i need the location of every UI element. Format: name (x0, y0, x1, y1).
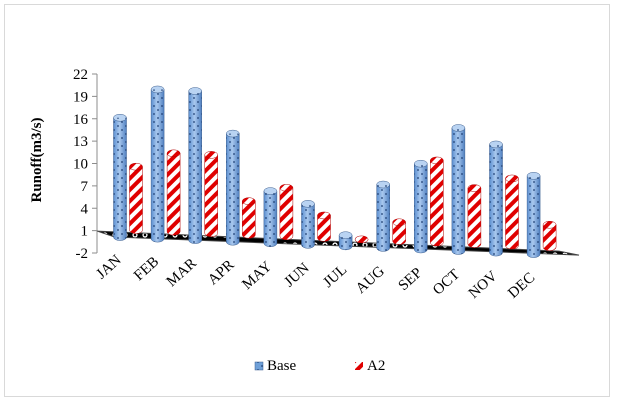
bar-a2-mar (204, 151, 218, 237)
y-tick-label: 4 (81, 201, 89, 217)
legend-label-a2: A2 (367, 358, 385, 374)
bar-base-jan (113, 114, 127, 241)
y-tick-label: 16 (73, 112, 89, 128)
y-tick-label: 7 (81, 179, 89, 195)
bar-a2-nov (505, 174, 519, 250)
legend-item-base: Base (254, 358, 297, 374)
bar-base-feb (150, 85, 165, 243)
bar-a2-feb (166, 149, 181, 236)
y-tick-label: 22 (73, 67, 88, 83)
bar-a2-jun (317, 211, 331, 242)
x-tick-label: AUG (353, 263, 388, 297)
x-tick-label: NOV (466, 268, 501, 302)
bar-a2-may (279, 184, 294, 241)
bar-base-nov (489, 140, 503, 257)
bar-base-may (263, 187, 278, 248)
x-tick-label: JAN (94, 252, 125, 282)
x-tick-label: JUN (282, 260, 313, 290)
x-tick-label: FEB (131, 254, 162, 284)
bar-a2-oct (467, 184, 482, 248)
bar-base-sep (414, 159, 428, 254)
x-tick-label: DEC (505, 270, 538, 302)
y-tick-label: 10 (73, 157, 88, 173)
x-tick-label: MAR (164, 255, 200, 290)
bar-a2-sep (430, 156, 444, 247)
y-tick-label: 19 (73, 89, 88, 105)
bar-base-mar (188, 87, 202, 244)
bar-a2-dec (542, 221, 557, 251)
bar-base-oct (451, 124, 466, 255)
bar-a2-jan (129, 162, 143, 234)
bar-a2-aug (392, 218, 406, 245)
legend-item-a2: A2 (355, 358, 385, 374)
bar-base-dec (526, 172, 541, 258)
legend-label-base: Base (267, 358, 297, 374)
x-tick-label: APR (205, 257, 237, 288)
x-tick-label: OCT (430, 267, 463, 299)
x-tick-label: SEP (396, 265, 426, 294)
bar-base-jun (301, 200, 315, 249)
y-tick-label: 13 (73, 134, 88, 150)
bar-base-aug (376, 180, 390, 252)
y-tick-label: -2 (76, 246, 89, 262)
x-tick-label: MAY (239, 258, 275, 293)
bar-a2-jul (354, 235, 369, 244)
y-axis-label: Runoff(m3/s) (29, 117, 45, 202)
bar-a2-apr (242, 197, 256, 239)
y-tick-label: 1 (81, 224, 89, 240)
bar-base-apr (226, 129, 240, 246)
x-tick-label: JUL (320, 262, 350, 291)
bar-base-jul (338, 231, 353, 251)
